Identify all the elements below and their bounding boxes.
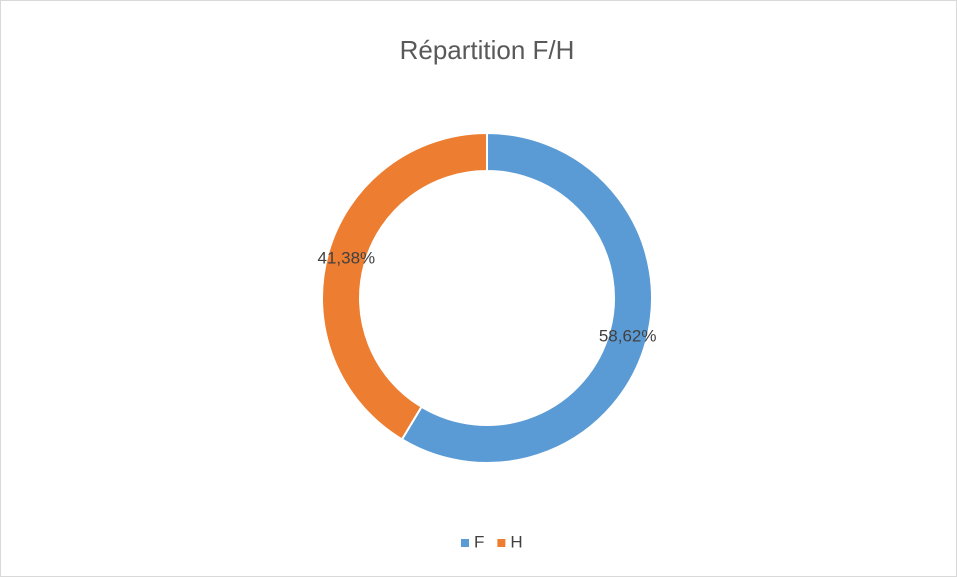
donut-segment	[321, 131, 488, 441]
legend-label: H	[510, 532, 522, 551]
chart-title: Répartition F/H	[400, 35, 575, 65]
legend-swatch	[497, 539, 506, 547]
legend-swatch	[461, 539, 469, 547]
data-label: 58,62%	[599, 327, 657, 346]
data-label: 41,38%	[317, 248, 375, 267]
legend-label: F	[474, 532, 484, 551]
donut-segment	[400, 131, 653, 464]
